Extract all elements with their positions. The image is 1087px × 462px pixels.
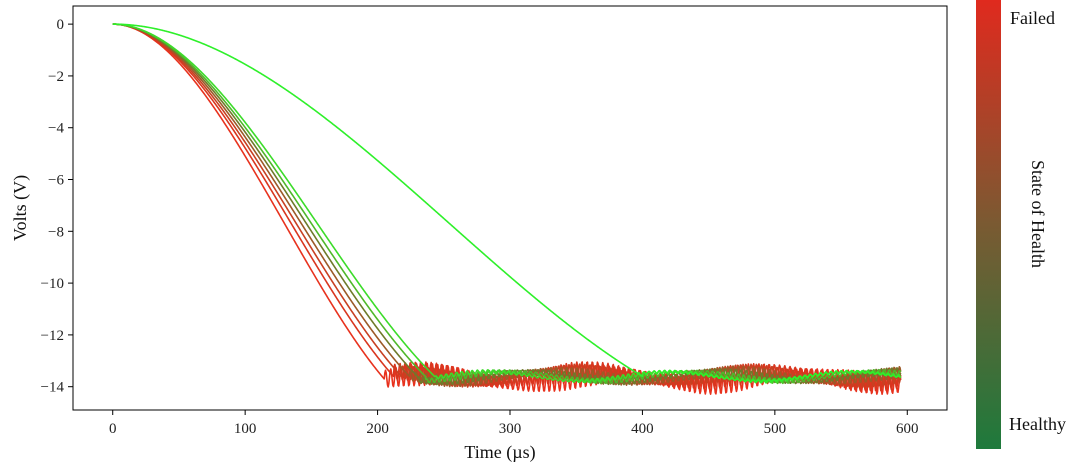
- plot-area: [72, 5, 948, 411]
- y-tick-label: −10: [41, 276, 64, 292]
- colorbar: [976, 0, 1001, 449]
- x-tick-label: 500: [764, 421, 787, 437]
- colorbar-title: State of Health: [1028, 160, 1048, 268]
- series-line-2: [112, 23, 902, 392]
- colorbar-bottom-label: Healthy: [1009, 414, 1066, 434]
- x-axis-label: Time (µs): [464, 442, 535, 462]
- x-tick-label: 600: [896, 421, 919, 437]
- series-line-4: [112, 23, 902, 388]
- x-tick-label: 100: [234, 421, 257, 437]
- y-tick-label: −14: [41, 380, 65, 396]
- colorbar-top-label: Failed: [1010, 8, 1055, 28]
- y-tick-label: −12: [41, 328, 64, 344]
- x-tick-label: 300: [499, 421, 522, 437]
- y-tick-label: −2: [48, 69, 64, 85]
- x-tick-label: 0: [109, 421, 117, 437]
- y-tick-label: −6: [48, 173, 64, 189]
- x-axis: 0 100 200 300 400 500 600: [109, 410, 919, 437]
- y-axis-label: Volts (V): [10, 175, 31, 241]
- series-line-8: [112, 23, 902, 383]
- x-tick-label: 200: [366, 421, 389, 437]
- y-tick-label: 0: [57, 17, 65, 33]
- x-tick-label: 400: [631, 421, 654, 437]
- y-tick-label: −4: [48, 121, 64, 137]
- y-tick-label: −8: [48, 224, 64, 240]
- series-group: [112, 23, 902, 396]
- y-axis: 0 −2 −4 −6 −8 −10 −12 −14: [41, 17, 73, 396]
